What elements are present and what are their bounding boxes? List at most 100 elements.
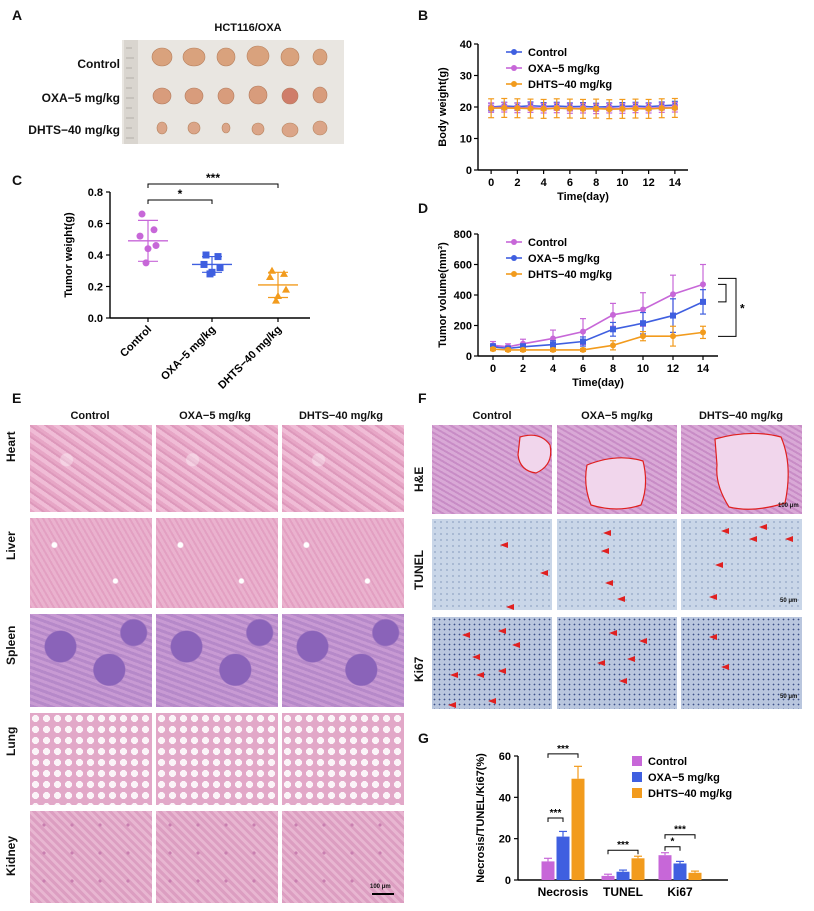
significance-bracket <box>664 846 681 851</box>
data-point <box>610 342 616 349</box>
panel-label-b: B <box>418 7 429 23</box>
data-point <box>266 273 274 281</box>
x-tick-label: 6 <box>580 363 586 375</box>
data-point <box>640 320 646 327</box>
panel-f-row-label: H&E <box>412 466 426 492</box>
data-point <box>280 269 288 277</box>
y-tick-label: 600 <box>454 260 472 272</box>
panel-label-c: C <box>12 172 23 188</box>
legend-marker <box>511 81 517 87</box>
bar <box>541 861 555 880</box>
significance-bracket <box>664 834 696 839</box>
y-axis-label: Tumor volume(mm³) <box>437 242 449 348</box>
significance-label: *** <box>617 840 629 851</box>
y-tick-label: 0 <box>466 165 472 177</box>
panel-e-col-label: OXA−5 mg/kg <box>179 410 251 422</box>
panel-e-scale-label: 100 μm <box>370 884 391 890</box>
legend-marker <box>511 49 517 55</box>
data-point <box>550 335 556 342</box>
data-point <box>700 329 706 336</box>
legend-label: DHTS−40 mg/kg <box>528 269 612 281</box>
legend-marker <box>511 65 517 71</box>
bar <box>571 778 585 880</box>
significance-label: * <box>740 301 745 315</box>
y-tick-label: 40 <box>460 39 472 51</box>
significance-label: * <box>671 837 675 848</box>
data-point <box>152 242 160 250</box>
heart-dhts-image <box>282 425 404 512</box>
x-tick-label: Ki67 <box>667 885 693 899</box>
tumor-photo <box>122 40 344 144</box>
panel-f-row-label: Ki67 <box>412 656 426 682</box>
x-tick-label: 2 <box>520 363 526 375</box>
legend-label: Control <box>648 756 687 768</box>
liver-dhts-image <box>282 518 404 608</box>
x-axis-label: Time(day) <box>557 191 609 203</box>
legend-label: OXA−5 mg/kg <box>528 253 600 265</box>
heart-oxa-image <box>156 425 278 512</box>
data-point <box>550 346 556 353</box>
kidney-dhts-image <box>282 811 404 903</box>
significance-label: * <box>178 187 183 201</box>
bar <box>631 858 645 880</box>
panel-e-row-label: Liver <box>4 531 18 560</box>
lung-control-image <box>30 713 152 805</box>
panel-label-g: G <box>418 730 429 746</box>
spleen-oxa-image <box>156 614 278 707</box>
y-tick-label: 30 <box>460 71 472 83</box>
x-tick-label: Necrosis <box>538 885 589 899</box>
panel-f-col-label: OXA−5 mg/kg <box>581 410 653 422</box>
x-tick-label: Control <box>118 324 154 360</box>
tunel-dhts-image <box>681 519 802 610</box>
legend-label: DHTS−40 mg/kg <box>648 788 732 800</box>
data-point <box>505 346 511 353</box>
significance-bracket <box>718 277 737 337</box>
legend-label: Control <box>528 237 567 249</box>
data-point <box>671 104 678 111</box>
significance-bracket <box>547 753 579 758</box>
data-point <box>501 104 508 111</box>
data-point <box>606 106 613 113</box>
y-tick-label: 60 <box>499 751 511 763</box>
panel-e-scale-bar <box>372 893 394 895</box>
panel-label-d: D <box>418 200 429 216</box>
data-point <box>632 105 639 112</box>
he-dhts-image <box>681 425 802 514</box>
data-point <box>272 296 280 304</box>
x-tick-label: OXA−5 mg/kg <box>159 324 218 383</box>
panel-a-row-label: OXA−5 mg/kg <box>41 91 120 105</box>
panel-f-scale-label: 50 μm <box>780 598 798 604</box>
y-tick-label: 20 <box>499 834 511 846</box>
y-tick-label: 0 <box>466 351 472 363</box>
kidney-oxa-image <box>156 811 278 903</box>
significance-label: *** <box>674 825 686 836</box>
bar <box>616 871 630 880</box>
x-tick-label: 4 <box>550 363 557 375</box>
x-tick-label: 4 <box>541 177 548 189</box>
data-point <box>138 210 146 218</box>
legend-swatch <box>632 756 642 766</box>
significance-bracket <box>547 817 564 822</box>
x-tick-label: TUNEL <box>603 885 643 899</box>
legend-marker <box>511 255 517 261</box>
data-point <box>580 105 586 112</box>
liver-oxa-image <box>156 518 278 608</box>
ki67-control-image <box>432 617 552 709</box>
panel-e-col-label: Control <box>70 410 110 422</box>
data-point <box>610 311 616 318</box>
panel-e-col-label: DHTS−40 mg/kg <box>298 410 384 422</box>
data-point <box>670 333 676 340</box>
legend-label: DHTS−40 mg/kg <box>528 79 612 91</box>
lung-dhts-image <box>282 713 404 805</box>
legend-label: OXA−5 mg/kg <box>648 772 720 784</box>
data-point <box>593 105 600 112</box>
chart-d-tumor-volume: 0 200 400 600 800 0 2 4 6 8 10 12 14 Time(day) Tumor v… <box>437 229 745 389</box>
data-point <box>202 251 210 259</box>
data-point <box>645 105 652 112</box>
data-point <box>520 343 526 350</box>
data-point <box>282 285 290 293</box>
y-axis-label: Necrosis/TUNEL/Ki67(%) <box>475 753 487 883</box>
data-point <box>580 338 586 345</box>
x-tick-label: 14 <box>697 363 710 375</box>
x-tick-label: 8 <box>593 177 599 189</box>
